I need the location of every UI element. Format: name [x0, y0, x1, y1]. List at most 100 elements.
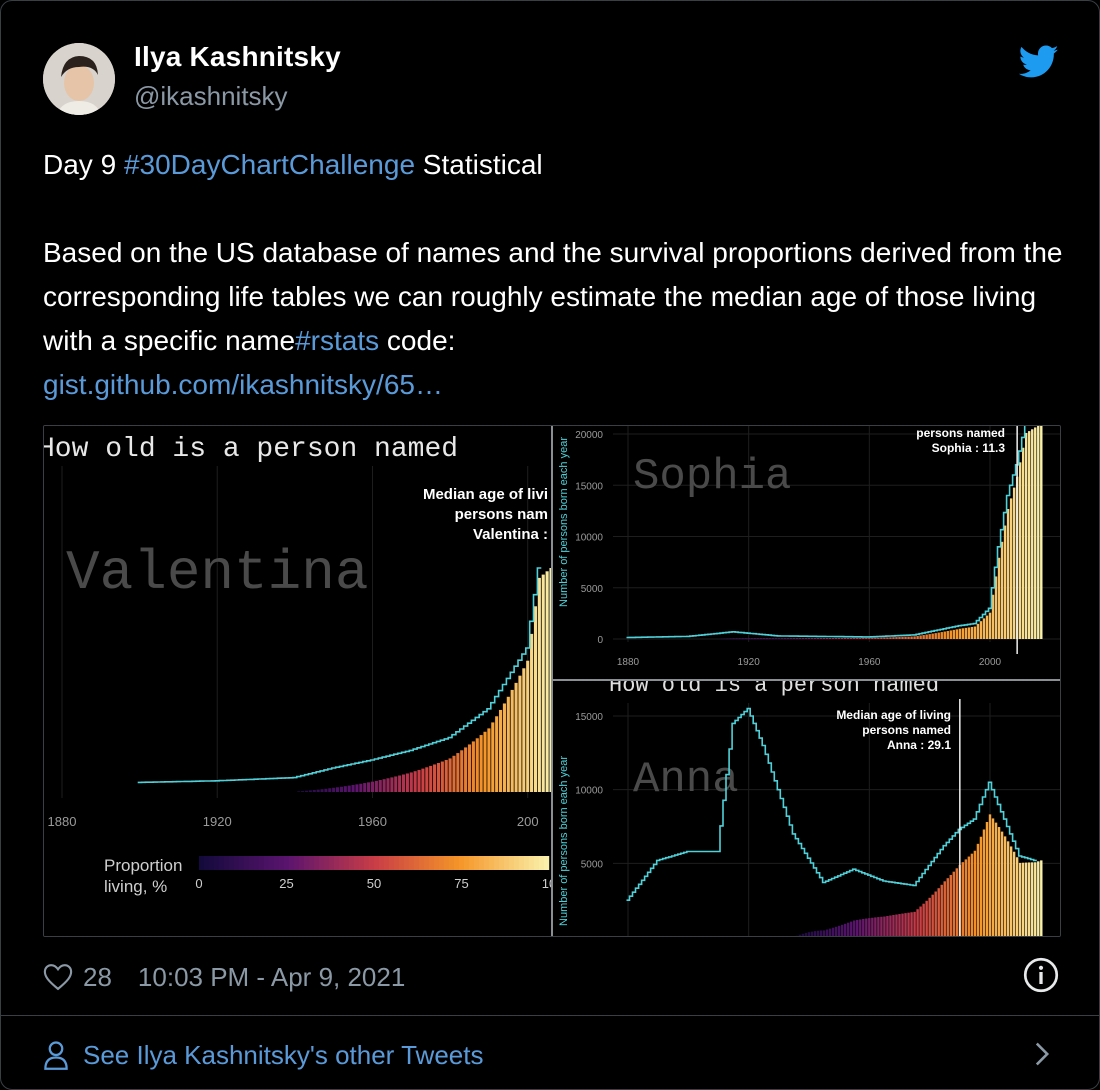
bar — [332, 787, 336, 792]
bar — [1000, 831, 1004, 936]
bar — [994, 576, 998, 639]
bar — [934, 891, 937, 936]
bar — [837, 637, 841, 639]
births-curve — [137, 567, 542, 784]
legend-title-line: living, % — [104, 877, 167, 896]
bar — [822, 930, 826, 936]
bar — [370, 781, 375, 792]
bar — [991, 818, 995, 936]
legend-swatch — [324, 856, 330, 870]
legend-swatch — [384, 856, 390, 870]
bar — [904, 636, 907, 639]
bar — [973, 850, 977, 936]
bar — [1018, 862, 1022, 936]
bar — [798, 638, 802, 639]
bar — [979, 836, 983, 936]
bar — [925, 634, 928, 639]
bar — [985, 615, 989, 639]
hashtag-30daychartchallenge[interactable]: #30DayChartChallenge — [123, 149, 416, 180]
bar — [789, 638, 793, 639]
legend-swatch — [274, 856, 280, 870]
bar — [801, 933, 805, 936]
bar — [409, 772, 413, 792]
bar — [502, 703, 506, 792]
bar — [976, 843, 980, 936]
bar — [1003, 836, 1007, 936]
display-name[interactable]: Ilya Kashnitsky — [134, 41, 341, 72]
chart-sophia[interactable]: Sophia persons named Sophia : 11.3 20000 150… — [553, 426, 1060, 681]
median-annotation-line: persons named — [862, 723, 951, 737]
median-annotation-line: Median age of living — [836, 708, 951, 722]
bar — [765, 638, 768, 639]
bar — [943, 631, 946, 639]
person-icon — [44, 1041, 68, 1070]
legend-swatch — [269, 856, 275, 870]
bar — [1015, 857, 1019, 936]
hashtag-rstats[interactable]: #rstats — [295, 325, 380, 356]
footer-divider — [1, 1015, 1099, 1016]
twitter-logo-icon[interactable] — [1019, 45, 1059, 79]
see-other-tweets-link[interactable]: See Ilya Kashnitsky's other Tweets — [43, 1035, 483, 1075]
bar — [949, 630, 952, 639]
bar — [913, 636, 916, 639]
info-icon[interactable] — [1023, 957, 1059, 993]
chart-title-fragment: How old is a person named — [44, 434, 458, 465]
median-annotation-line: Median age of livi — [423, 486, 548, 503]
bar — [892, 637, 895, 639]
gist-link[interactable]: gist.github.com/ikashnitsky/65… — [43, 369, 443, 400]
legend-swatch — [249, 856, 255, 870]
tweet-topic: Statistical — [415, 149, 543, 180]
legend-swatch — [489, 856, 495, 870]
bar — [339, 786, 343, 792]
see-other-tweets-label: See Ilya Kashnitsky's other Tweets — [83, 1039, 484, 1070]
legend-swatch — [544, 856, 550, 870]
bar — [398, 775, 402, 792]
bar — [868, 918, 871, 936]
bar — [883, 637, 886, 639]
legend-swatch — [294, 856, 300, 870]
bar — [997, 827, 1001, 936]
name-watermark: Valentina — [66, 541, 368, 605]
legend-swatch — [424, 856, 430, 870]
timestamp[interactable]: 10:03 PM - Apr 9, 2021 — [137, 961, 406, 992]
handle[interactable]: @ikashnitsky — [134, 81, 288, 111]
bar — [729, 638, 732, 639]
legend-swatch — [319, 856, 325, 870]
like-count[interactable]: 28 — [83, 961, 112, 992]
bar — [925, 900, 928, 936]
legend-tick-label: 50 — [367, 876, 381, 891]
chart-valentina[interactable]: How old is a person named Valentina Median… — [44, 426, 553, 936]
bar — [828, 637, 832, 639]
legend-swatch — [389, 856, 395, 870]
bar — [934, 633, 937, 639]
legend-swatch — [209, 856, 215, 870]
avatar[interactable] — [43, 43, 115, 115]
legend-swatch — [304, 856, 310, 870]
heart-icon[interactable] — [43, 963, 73, 991]
bar — [324, 788, 328, 792]
tweet-media[interactable]: How old is a person named Valentina Median… — [43, 425, 1061, 937]
bar — [506, 696, 510, 792]
legend-tick-label: 0 — [195, 876, 202, 891]
bar — [464, 747, 468, 792]
legend-swatch — [214, 856, 220, 870]
bar — [898, 914, 901, 936]
bar — [545, 571, 549, 792]
bar — [865, 918, 868, 936]
bar — [967, 856, 971, 936]
legend-swatch — [284, 856, 290, 870]
chevron-right-icon[interactable] — [1031, 1041, 1053, 1067]
y-axis-label: Number of persons born each year — [558, 756, 570, 926]
bar — [1006, 841, 1010, 936]
legend-swatch — [254, 856, 260, 870]
bar — [868, 637, 871, 639]
chart-anna[interactable]: How old is a person named Anna Median age … — [553, 681, 1060, 936]
legend-tick-label: 75 — [454, 876, 468, 891]
bar — [487, 728, 491, 792]
legend-swatch — [479, 856, 485, 870]
bar — [533, 606, 538, 792]
bar — [940, 632, 943, 639]
bar — [937, 888, 940, 936]
tweet-body: Based on the US database of names and th… — [43, 231, 1063, 407]
bar — [780, 638, 784, 639]
